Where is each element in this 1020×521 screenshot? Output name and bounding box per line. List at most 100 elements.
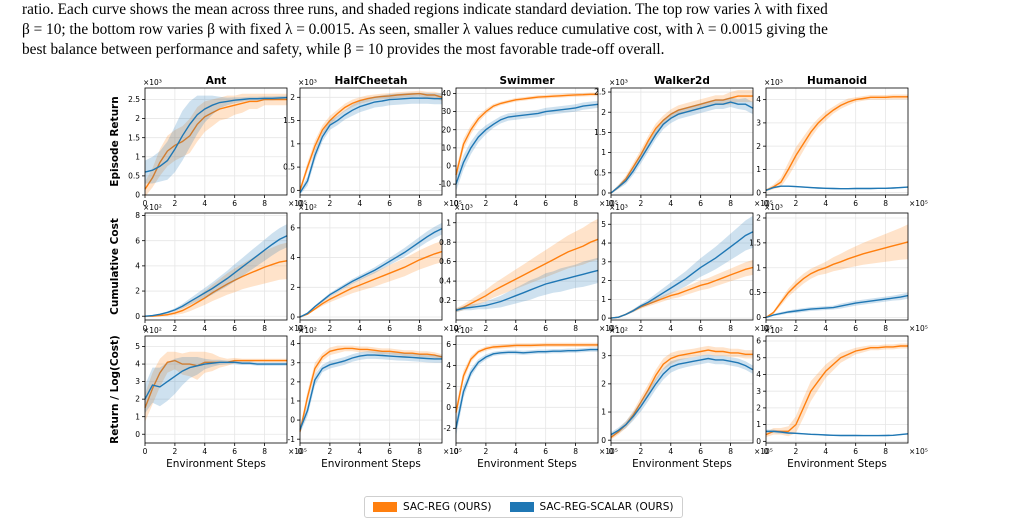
x-multiplier: ×10⁵ — [754, 447, 773, 456]
y-tick-label: 6 — [756, 337, 761, 346]
orange-mean-line — [455, 93, 598, 176]
chart-legend: SAC-REG (OURS) SAC-REG-SCALAR (OURS) — [364, 496, 683, 518]
x-tick-label: 4 — [357, 199, 362, 208]
x-tick-label: 4 — [823, 199, 828, 208]
y-tick-label: 1.5 — [594, 128, 606, 137]
y-tick-label: 1 — [135, 152, 140, 161]
x-tick-label: 8 — [262, 324, 267, 333]
panel-humanoid-row1: 0 2 4 6 800.511.52×10³×10⁵ — [749, 203, 928, 333]
blue-mean-line — [610, 357, 754, 436]
y-axis-label: Cumulative Cost — [109, 218, 121, 315]
y-tick-label: 1 — [601, 148, 606, 157]
x-tick-label: 0 — [454, 447, 459, 456]
x-tick-label: 6 — [698, 324, 703, 333]
orange-std-band — [145, 351, 287, 422]
orange-mean-line — [610, 95, 753, 194]
x-axis-label: Environment Steps — [632, 458, 732, 470]
y-tick-label: 2 — [135, 114, 140, 123]
orange-std-band — [611, 345, 753, 440]
y-tick-label: 1.5 — [749, 238, 761, 247]
y-tick-label: 0 — [756, 188, 761, 197]
blue-std-band — [456, 257, 598, 313]
blue-mean-line — [144, 235, 288, 317]
x-multiplier: ×10⁵ — [909, 447, 928, 456]
y-tick-label: 3 — [135, 377, 140, 386]
blue-std-band — [145, 224, 287, 317]
y-tick-label: 2 — [601, 276, 606, 285]
axes-frame — [455, 87, 599, 196]
x-multiplier: ×10⁵ — [443, 324, 462, 333]
blue-std-band — [456, 100, 598, 192]
x-tick-label: 8 — [728, 447, 733, 456]
y-tick-label: 1 — [446, 218, 451, 227]
x-tick-label: 2 — [639, 199, 644, 208]
x-tick-label: 6 — [853, 447, 858, 456]
y-tick-label: 2 — [446, 382, 451, 391]
orange-mean-line — [765, 241, 909, 319]
column-title: Ant — [206, 75, 227, 87]
y-tick-label: 2.5 — [128, 95, 140, 104]
x-tick-label: 2 — [639, 324, 644, 333]
axes-frame — [765, 87, 909, 196]
y-tick-label: 0 — [290, 416, 295, 425]
orange-mean-line — [455, 344, 598, 413]
y-multiplier: ×10³ — [454, 203, 473, 212]
orange-mean-line — [299, 250, 443, 318]
x-tick-label: 6 — [232, 199, 237, 208]
y-tick-label: 0 — [601, 189, 606, 198]
legend-label-sac-reg-scalar: SAC-REG-SCALAR (OURS) — [539, 501, 674, 513]
x-tick-label: 0 — [764, 199, 769, 208]
x-tick-label: 6 — [543, 324, 548, 333]
orange-mean-line — [144, 98, 287, 190]
x-tick-label: 6 — [698, 447, 703, 456]
y-multiplier: ×10³ — [143, 78, 162, 87]
y-tick-label: 1 — [135, 412, 140, 421]
blue-std-band — [300, 351, 442, 434]
panel-ant-row2: 0 2 4 6 8 0 1 2 3 4 5×10² ×10⁵ Environment Steps Retu… — [109, 326, 307, 470]
y-tick-label: 30 — [441, 107, 451, 116]
blue-mean-line — [299, 354, 442, 430]
blue-mean-line — [299, 227, 443, 318]
x-tick-label: 8 — [728, 324, 733, 333]
x-tick-label: 6 — [853, 199, 858, 208]
orange-mean-line — [145, 260, 288, 317]
y-tick-label: 4 — [446, 361, 451, 370]
blue-std-band — [611, 97, 753, 194]
y-tick-label: 4 — [135, 261, 140, 270]
orange-mean-line — [455, 238, 599, 311]
y-tick-label: 2 — [290, 377, 295, 386]
y-multiplier: ×10² — [609, 326, 628, 335]
y-tick-label: 0 — [135, 430, 140, 439]
orange-std-band — [456, 218, 598, 313]
y-tick-label: 0 — [756, 313, 761, 322]
orange-std-band — [145, 242, 287, 317]
y-tick-label: 3 — [601, 351, 606, 360]
x-tick-label: 4 — [668, 199, 673, 208]
x-tick-label: 6 — [698, 199, 703, 208]
x-tick-label: 0 — [298, 199, 303, 208]
axes-frame — [299, 212, 443, 321]
y-tick-label: 1 — [756, 165, 761, 174]
figure-caption: ratio. Each curve shows the mean across … — [22, 0, 1002, 60]
y-tick-label: 1.5 — [283, 116, 295, 125]
orange-mean-line — [610, 349, 753, 438]
x-axis-label: Environment Steps — [166, 458, 266, 470]
y-tick-label: 0 — [601, 436, 606, 445]
axes-frame — [299, 335, 443, 444]
axes-frame — [144, 335, 288, 444]
x-multiplier: ×10⁵ — [909, 199, 928, 208]
y-tick-label: 0.8 — [439, 238, 451, 247]
x-tick-label: 4 — [513, 199, 518, 208]
y-tick-label: 6 — [446, 340, 451, 349]
y-multiplier: ×10² — [764, 326, 783, 335]
x-tick-label: 0 — [454, 199, 459, 208]
x-tick-label: 8 — [262, 199, 267, 208]
blue-mean-line — [610, 231, 754, 319]
x-tick-label: 6 — [387, 199, 392, 208]
x-multiplier: ×10⁵ — [288, 324, 307, 333]
axes-frame — [455, 212, 599, 321]
y-tick-label: 8 — [135, 211, 140, 220]
